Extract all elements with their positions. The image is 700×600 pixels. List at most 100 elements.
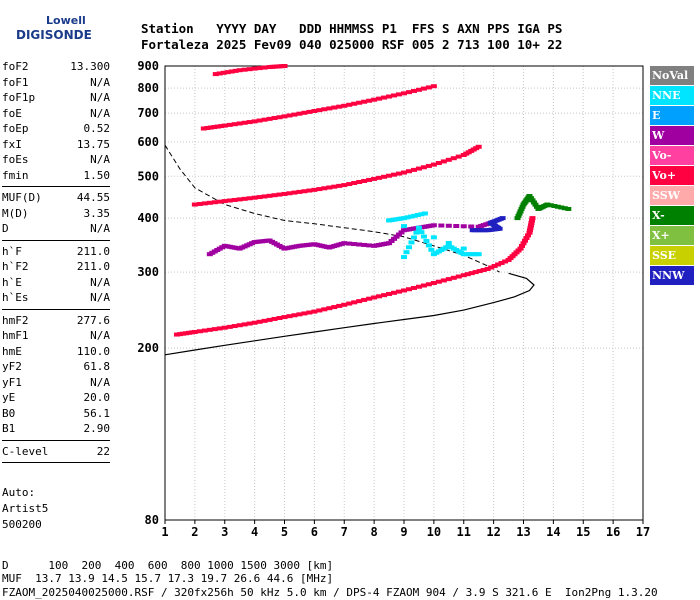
trace-point: [450, 275, 457, 280]
trace-point: [376, 175, 383, 180]
trace-point: [241, 120, 248, 125]
legend-item: NNE: [650, 86, 694, 105]
trace-point: [286, 314, 293, 319]
trace-point: [361, 99, 368, 104]
param-name: yF2: [2, 360, 22, 373]
trace-point: [246, 120, 253, 125]
param-value: N/A: [90, 222, 110, 235]
trace-point: [241, 322, 248, 327]
trace-point: [366, 177, 373, 182]
y-tick-label: 800: [137, 81, 159, 95]
trace-point: [544, 202, 551, 207]
trace-point: [528, 218, 535, 223]
auto-code: 500200: [2, 518, 42, 531]
legend-item: SSW: [650, 186, 694, 205]
param-value: 211.0: [76, 260, 110, 273]
trace-point: [256, 118, 263, 123]
trace-point: [415, 229, 422, 234]
param-name: B0: [2, 406, 16, 420]
trace-point: [411, 213, 418, 218]
trace-point: [526, 194, 533, 199]
trace-point: [221, 199, 228, 204]
x-tick-label: 4: [251, 525, 258, 539]
trace-point: [407, 214, 414, 219]
param-row: hmF1 N/A: [2, 328, 110, 344]
trace-point: [450, 156, 457, 161]
x-tick-label: 8: [371, 525, 378, 539]
param-name: foE: [2, 106, 22, 120]
trace-point: [425, 163, 432, 168]
trace-point: [251, 66, 258, 71]
trace-point: [514, 216, 521, 221]
trace-point: [396, 289, 403, 294]
trace-point: [519, 204, 526, 209]
trace-point: [366, 98, 373, 103]
trace-point: [246, 196, 253, 201]
trace-point: [491, 263, 498, 268]
trace-point: [316, 108, 323, 113]
trace-point: [371, 295, 378, 300]
muf-row: MUF 13.7 13.9 14.5 15.7 17.3 19.7 26.6 4…: [2, 572, 334, 585]
y-tick-label: 80: [145, 513, 159, 527]
trace-point: [346, 301, 353, 306]
trace-point: [276, 192, 283, 197]
trace-point: [435, 161, 442, 166]
trace-point: [460, 224, 467, 229]
trace-point: [468, 224, 475, 229]
trace-point: [421, 211, 428, 216]
param-row: foEp 0.52: [2, 121, 110, 137]
param-row: C-level 22: [2, 444, 110, 460]
topside-profile-line: [164, 144, 500, 273]
param-row: hmE 110.0: [2, 344, 110, 360]
trace-point: [401, 170, 407, 175]
trace-point: [415, 87, 422, 92]
trace-point: [472, 270, 479, 275]
param-name: foEp: [2, 122, 29, 135]
trace-point: [438, 223, 445, 228]
trace-point: [551, 204, 558, 209]
trace-point: [351, 242, 358, 247]
trace-point: [425, 243, 432, 248]
plot-frame: [164, 65, 644, 521]
trace-point: [554, 204, 561, 209]
trace-point: [326, 306, 333, 311]
trace-point: [430, 235, 437, 240]
trace-point: [226, 122, 233, 127]
param-value: 13.75: [76, 137, 110, 151]
trace-point: [423, 238, 430, 243]
trace-point: [361, 242, 368, 247]
trace-point: [410, 167, 417, 172]
trace-point: [216, 326, 223, 331]
trace-point: [401, 255, 407, 260]
legend-item: SSE: [650, 246, 694, 265]
trace-point: [547, 203, 554, 208]
header-labels: Station YYYY DAY DDD HHMMSS P1 FFS S AXN…: [141, 21, 563, 36]
param-separator: [2, 186, 110, 187]
trace-point: [376, 96, 383, 101]
trace-point: [331, 305, 338, 310]
trace-point: [524, 233, 531, 238]
trace-point: [220, 70, 227, 75]
param-value: 277.6: [76, 313, 110, 327]
trace-point: [475, 144, 482, 149]
trace-point: [480, 268, 487, 273]
trace-point: [306, 188, 313, 193]
trace-point: [401, 91, 407, 96]
trace-point: [455, 274, 462, 279]
param-value: 56.1: [83, 406, 111, 420]
trace-point: [301, 311, 308, 316]
trace-point: [266, 116, 273, 121]
trace-point: [236, 323, 243, 328]
trace-point: [530, 200, 537, 205]
logo-lowell: Lowell: [46, 14, 86, 27]
trace-point: [410, 235, 417, 240]
trace-point: [430, 84, 437, 89]
trace-point: [218, 124, 225, 129]
trace-point: [381, 174, 388, 179]
trace-point: [484, 266, 491, 271]
trace-point: [201, 201, 208, 206]
trace-point: [410, 285, 417, 290]
trace-point: [460, 246, 467, 251]
trace-point: [331, 184, 338, 189]
trace-point: [346, 241, 353, 246]
